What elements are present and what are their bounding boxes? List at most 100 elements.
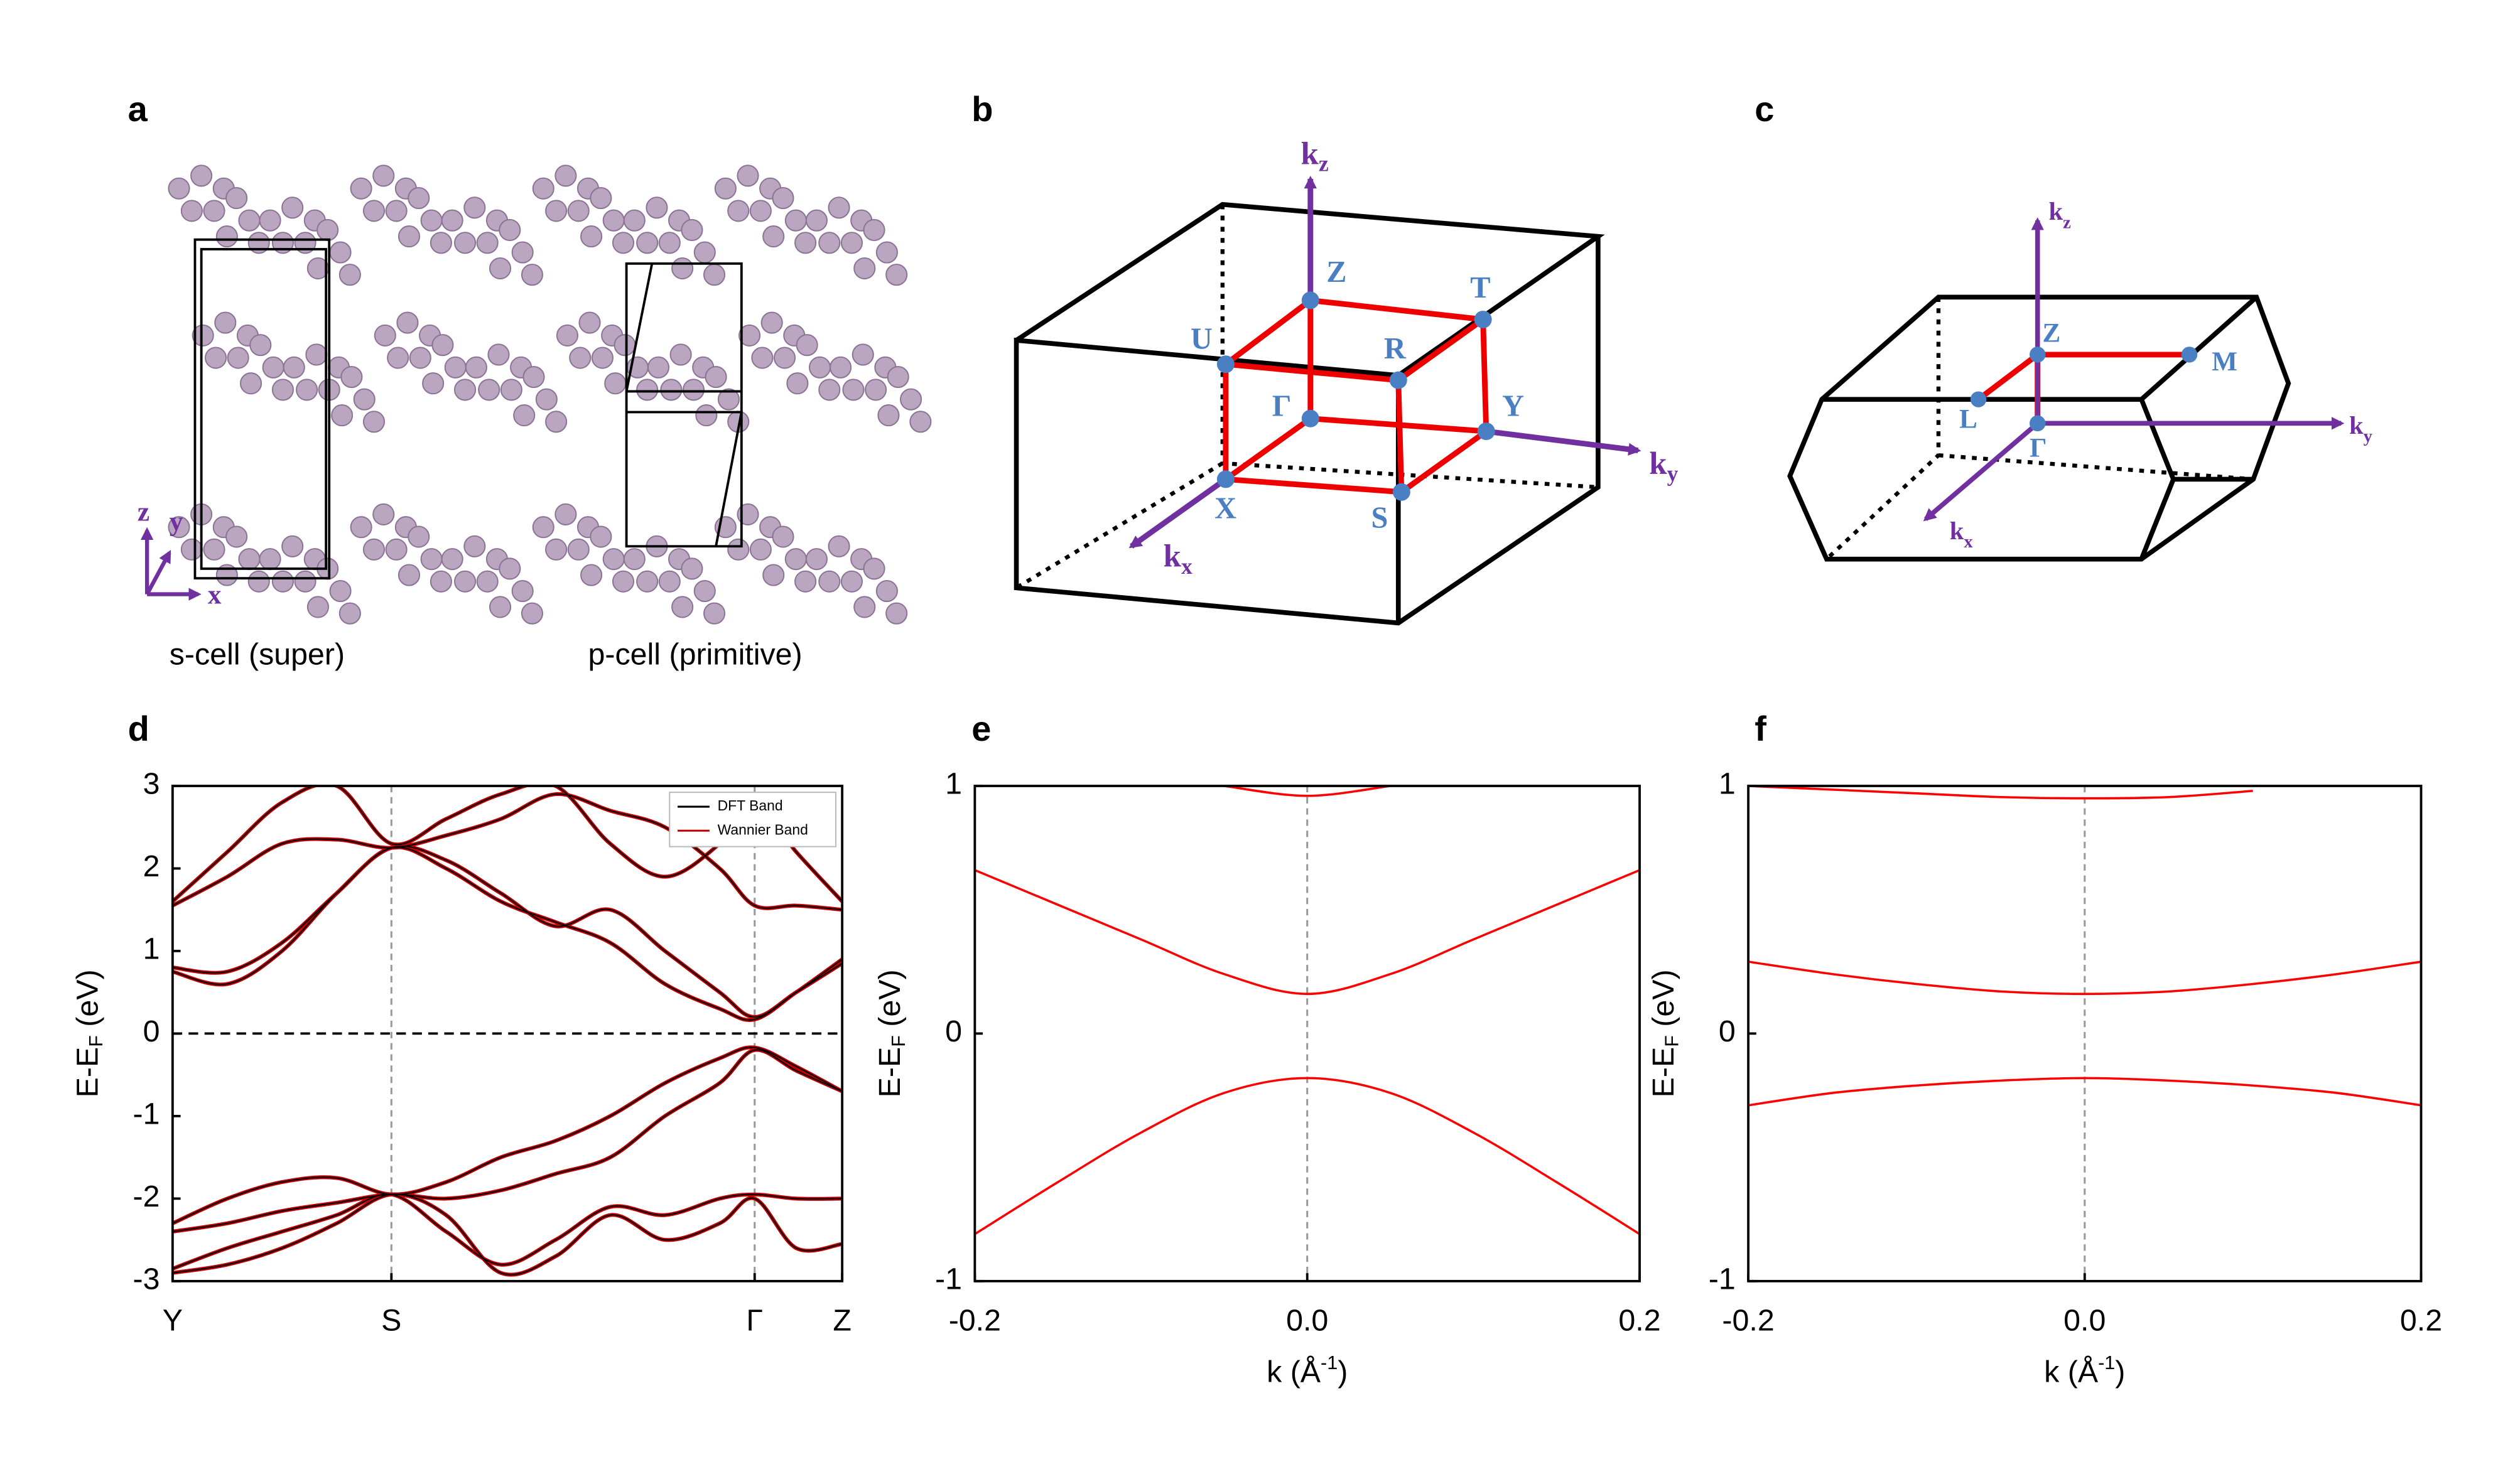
atom bbox=[362, 538, 386, 561]
x-axis-label: k (Å-1) bbox=[1267, 1352, 1348, 1389]
atom bbox=[168, 177, 190, 200]
atom bbox=[385, 200, 408, 222]
x-tick-label: 0.2 bbox=[2400, 1304, 2442, 1338]
atom bbox=[215, 225, 238, 248]
atom bbox=[350, 516, 372, 539]
k-axis-label: kz bbox=[1301, 136, 1329, 176]
atom bbox=[329, 241, 352, 264]
atom bbox=[590, 525, 612, 548]
plot-frame bbox=[1747, 785, 2423, 1282]
atom bbox=[828, 196, 850, 219]
atom bbox=[818, 570, 841, 593]
atom bbox=[489, 257, 512, 280]
band-line bbox=[1748, 960, 2421, 996]
x-tick-label: S bbox=[381, 1304, 401, 1338]
label-sub: F bbox=[85, 1035, 107, 1047]
bz-point-label: Γ bbox=[2030, 433, 2047, 463]
atom bbox=[738, 324, 761, 347]
label-sub: F bbox=[888, 1035, 909, 1047]
atom bbox=[499, 218, 521, 241]
atom bbox=[796, 334, 818, 357]
y-tick-label: 2 bbox=[143, 849, 160, 883]
atom bbox=[487, 343, 510, 366]
y-tick-label: -3 bbox=[132, 1262, 160, 1296]
atom bbox=[444, 356, 467, 379]
atom bbox=[772, 186, 794, 210]
k-axis-label: kx bbox=[1164, 539, 1192, 579]
atom bbox=[422, 372, 445, 395]
atom bbox=[762, 225, 785, 248]
panel-label: a bbox=[128, 89, 148, 129]
atom bbox=[830, 356, 852, 379]
atom bbox=[259, 548, 281, 571]
atom bbox=[681, 557, 703, 580]
atom bbox=[372, 164, 395, 187]
atom bbox=[863, 218, 885, 241]
k-base: k bbox=[1164, 539, 1182, 574]
atom bbox=[420, 548, 443, 571]
atom bbox=[431, 334, 454, 357]
atom bbox=[225, 186, 248, 210]
atom bbox=[338, 264, 361, 286]
atom bbox=[465, 356, 487, 379]
atom bbox=[374, 324, 396, 347]
y-tick-label: 0 bbox=[143, 1014, 160, 1048]
y-tick-label: 1 bbox=[1719, 767, 1736, 801]
x-axis-label: k (Å-1) bbox=[2044, 1352, 2125, 1389]
x-tick-label: Z bbox=[833, 1304, 852, 1338]
label-unit: (eV) bbox=[70, 969, 104, 1035]
band-line bbox=[975, 869, 1640, 996]
atom bbox=[705, 365, 727, 389]
panel-label: b bbox=[971, 89, 993, 129]
atom bbox=[714, 177, 737, 200]
panel-label: c bbox=[1755, 89, 1774, 129]
atom bbox=[340, 365, 363, 389]
atom bbox=[773, 347, 796, 369]
bz-point bbox=[1301, 291, 1319, 309]
panel-b-arrows bbox=[1128, 175, 1641, 549]
atom bbox=[749, 538, 772, 561]
atom bbox=[511, 579, 534, 603]
atom bbox=[727, 200, 750, 222]
band-line bbox=[172, 844, 843, 1019]
axis-letter: z bbox=[138, 497, 149, 527]
atom bbox=[727, 538, 750, 561]
bz-point bbox=[2029, 415, 2046, 432]
atom bbox=[636, 232, 659, 254]
atom bbox=[853, 257, 876, 280]
atom bbox=[602, 209, 625, 232]
atom bbox=[840, 232, 863, 254]
atom bbox=[786, 372, 809, 395]
atom bbox=[671, 596, 694, 618]
bz-point bbox=[1216, 355, 1235, 374]
atom bbox=[852, 343, 874, 366]
panel-label: f bbox=[1755, 709, 1766, 748]
panel-label: d bbox=[128, 709, 149, 748]
atom bbox=[760, 311, 783, 334]
atom bbox=[408, 186, 430, 210]
caption: p-cell (primitive) bbox=[588, 638, 803, 672]
atom bbox=[569, 347, 592, 369]
atom bbox=[681, 218, 703, 241]
bz-point bbox=[1970, 391, 1987, 407]
atom bbox=[511, 241, 534, 264]
label-text: E-E bbox=[1647, 1047, 1680, 1098]
atom bbox=[453, 379, 477, 401]
atom bbox=[532, 516, 554, 539]
atom bbox=[409, 347, 431, 369]
panel-c-red bbox=[1976, 352, 2190, 424]
bz-point bbox=[1301, 409, 1319, 427]
atom bbox=[249, 334, 272, 357]
atom bbox=[567, 200, 590, 222]
label-sub: F bbox=[1662, 1035, 1683, 1047]
atom bbox=[168, 516, 190, 539]
label-sup: -1 bbox=[1321, 1352, 1338, 1374]
band-line bbox=[172, 1049, 843, 1232]
atom bbox=[350, 177, 372, 200]
atom bbox=[636, 570, 659, 593]
atom bbox=[671, 257, 694, 280]
atom bbox=[590, 186, 612, 210]
y-tick-label: -1 bbox=[132, 1097, 160, 1131]
atom bbox=[238, 209, 261, 232]
atom bbox=[580, 225, 603, 248]
